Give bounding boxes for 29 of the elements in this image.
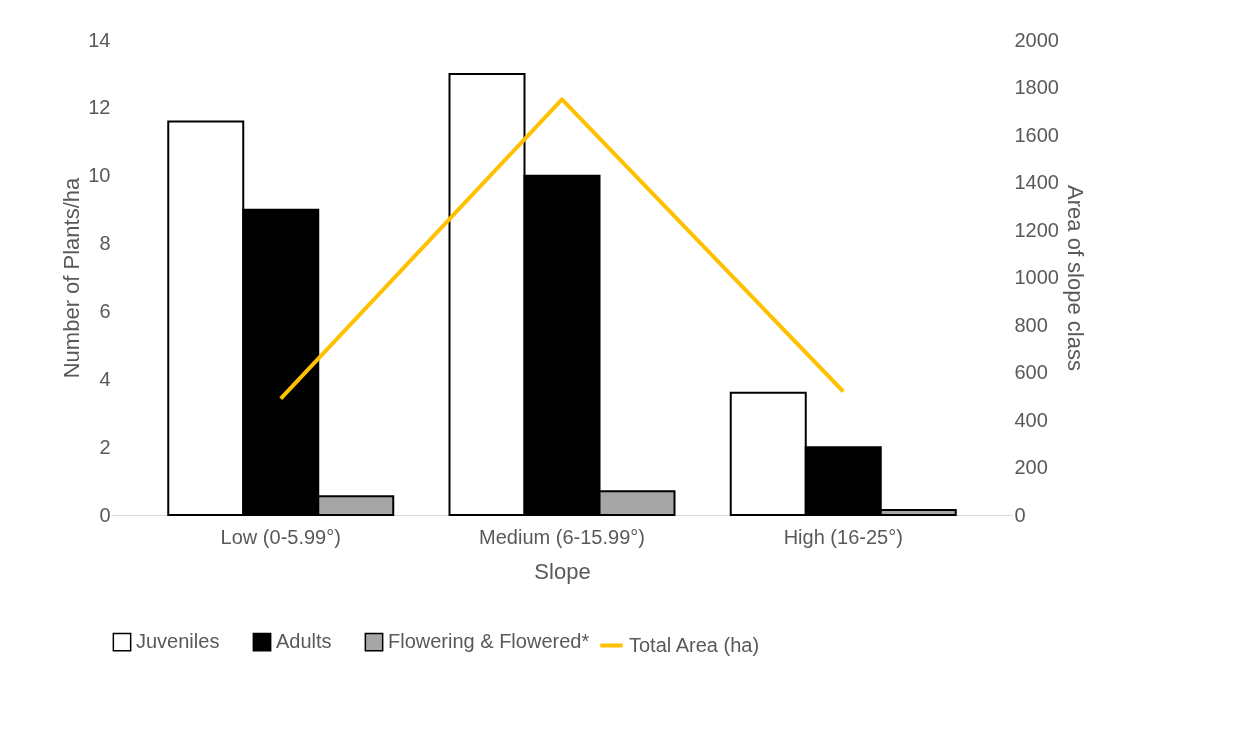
y-tick-label: 6	[99, 299, 111, 322]
y2-tick-label: 1400	[1014, 171, 1059, 193]
y2-tick-label: 2000	[1014, 28, 1059, 51]
x-tick-label: Medium (6-15.99°)	[479, 525, 645, 548]
x-tick-label: High (16-25°)	[783, 525, 903, 548]
y2-tick-label: 1600	[1014, 123, 1059, 146]
legend-label: Total Area (ha)	[629, 633, 760, 656]
legend-label: Juveniles	[136, 630, 220, 653]
y2-tick-label: 1800	[1014, 76, 1059, 98]
y-tick-label: 4	[99, 367, 111, 390]
y-tick-label: 10	[88, 164, 111, 187]
y2-axis-title: Area of slope class	[1062, 185, 1088, 371]
y-tick-label: 12	[88, 96, 111, 119]
y-tick-label: 8	[99, 232, 111, 255]
y2-tick-label: 0	[1014, 503, 1026, 526]
y-tick-label: 2	[99, 435, 111, 458]
y-axis-title: Number of Plants/ha	[59, 176, 85, 379]
y2-tick-label: 800	[1014, 313, 1048, 336]
y-tick-label: 14	[88, 28, 111, 51]
y-tick-label: 0	[99, 503, 111, 526]
legend-label: Adults	[276, 630, 332, 653]
y2-tick-label: 600	[1014, 361, 1048, 383]
y2-tick-label: 200	[1014, 456, 1048, 478]
y2-tick-label: 1200	[1014, 218, 1059, 241]
x-axis-title: Slope	[534, 558, 591, 584]
legend-label: Flowering & Flowered*	[388, 630, 590, 653]
x-tick-label: Low (0-5.99°)	[220, 525, 341, 548]
y2-tick-label: 400	[1014, 408, 1048, 431]
y2-tick-label: 1000	[1014, 266, 1059, 288]
